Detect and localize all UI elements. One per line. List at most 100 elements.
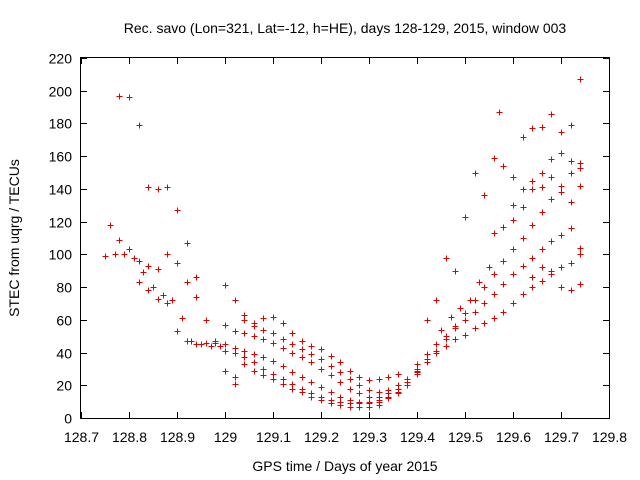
data-point	[270, 358, 277, 365]
data-point	[376, 402, 383, 409]
data-point	[481, 300, 488, 307]
y-tick-label: 0	[64, 411, 72, 427]
data-point	[457, 305, 464, 312]
data-point	[155, 186, 162, 193]
data-point	[174, 207, 181, 214]
data-point	[462, 310, 469, 317]
data-point	[203, 317, 210, 324]
data-point	[121, 251, 128, 258]
data-point	[496, 109, 503, 116]
data-point	[145, 184, 152, 191]
plot-frame	[80, 57, 610, 419]
data-point	[568, 158, 575, 165]
data-point	[443, 343, 450, 350]
data-point	[568, 287, 575, 294]
x-tick-label: 128.8	[112, 429, 147, 445]
data-point	[116, 237, 123, 244]
data-point	[510, 271, 517, 278]
data-point	[558, 264, 565, 271]
data-point	[500, 258, 507, 265]
data-point	[385, 395, 392, 402]
data-point	[289, 341, 296, 348]
data-point	[270, 376, 277, 383]
data-point	[529, 125, 536, 132]
data-point	[318, 346, 325, 353]
data-point	[328, 363, 335, 370]
y-tick-label: 80	[56, 280, 72, 296]
x-tick-label: 129.4	[400, 429, 435, 445]
data-point	[577, 165, 584, 172]
data-point	[558, 189, 565, 196]
data-point	[356, 390, 363, 397]
data-point	[222, 282, 229, 289]
data-point	[472, 309, 479, 316]
data-point	[174, 328, 181, 335]
data-point	[164, 300, 171, 307]
data-point	[241, 361, 248, 368]
data-point	[308, 359, 315, 366]
data-point	[462, 214, 469, 221]
data-point	[260, 366, 267, 373]
data-point	[337, 359, 344, 366]
data-point	[539, 184, 546, 191]
y-tick-label: 200	[49, 84, 73, 100]
data-point	[260, 354, 267, 361]
y-tick-label: 180	[49, 116, 73, 132]
data-point	[548, 238, 555, 245]
data-point	[520, 291, 527, 298]
data-point	[510, 174, 517, 181]
data-point	[232, 328, 239, 335]
data-point	[510, 246, 517, 253]
data-point	[299, 389, 306, 396]
data-point	[500, 224, 507, 231]
data-point	[289, 386, 296, 393]
data-point	[131, 255, 138, 262]
data-point	[328, 372, 335, 379]
data-point	[548, 268, 555, 275]
data-point	[299, 346, 306, 353]
data-point	[328, 400, 335, 407]
data-point	[577, 251, 584, 258]
data-point	[260, 372, 267, 379]
data-point	[241, 330, 248, 337]
x-tick-label: 129.5	[448, 429, 483, 445]
data-point	[520, 134, 527, 141]
data-point	[251, 359, 258, 366]
data-point	[548, 111, 555, 118]
y-axis-label: STEC from uqrg / TECUs	[6, 159, 22, 317]
data-point	[438, 327, 445, 334]
data-point	[280, 320, 287, 327]
data-point	[366, 387, 373, 394]
data-point	[462, 317, 469, 324]
data-point	[395, 390, 402, 397]
data-point	[160, 292, 167, 299]
data-point	[289, 330, 296, 337]
data-point	[145, 287, 152, 294]
data-point	[241, 317, 248, 324]
data-point	[448, 314, 455, 321]
data-point	[452, 323, 459, 330]
data-point	[356, 382, 363, 389]
data-point	[395, 371, 402, 378]
data-point	[184, 279, 191, 286]
data-point	[241, 354, 248, 361]
data-point	[299, 374, 306, 381]
data-point	[433, 341, 440, 348]
data-point	[193, 341, 200, 348]
data-point	[568, 225, 575, 232]
data-point	[251, 323, 258, 330]
data-point	[500, 281, 507, 288]
x-tick-label: 128.7	[64, 429, 99, 445]
data-point	[472, 170, 479, 177]
data-point	[222, 322, 229, 329]
data-point	[539, 264, 546, 271]
data-point	[500, 309, 507, 316]
data-point	[414, 361, 421, 368]
data-point	[462, 332, 469, 339]
y-tick-label: 120	[49, 215, 73, 231]
data-point	[318, 366, 325, 373]
x-tick-label: 128.9	[160, 429, 195, 445]
data-point	[510, 217, 517, 224]
data-point	[222, 368, 229, 375]
data-point	[356, 404, 363, 411]
